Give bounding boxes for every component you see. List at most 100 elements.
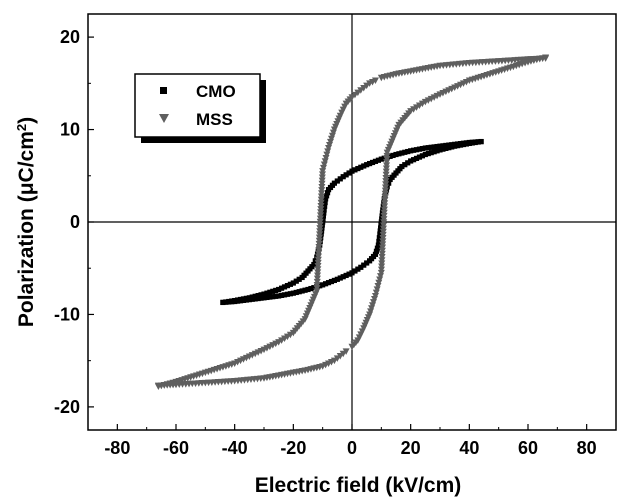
data-point-cmo xyxy=(431,149,437,155)
data-point-cmo xyxy=(369,159,376,166)
data-point-mss xyxy=(313,285,321,292)
data-point-mss xyxy=(421,98,429,106)
data-point-mss xyxy=(318,177,326,185)
data-point-cmo xyxy=(405,148,411,155)
data-point-cmo xyxy=(376,235,382,241)
data-point-mss xyxy=(316,218,324,226)
data-point-cmo xyxy=(223,299,229,305)
data-point-mss xyxy=(313,275,321,283)
data-point-mss xyxy=(315,237,323,245)
data-point-mss xyxy=(410,106,418,113)
data-point-cmo xyxy=(296,276,302,282)
x-tick-label: -40 xyxy=(222,438,248,458)
data-point-mss xyxy=(324,148,332,155)
legend-label-mss: MSS xyxy=(196,110,233,129)
data-point-cmo xyxy=(379,216,385,222)
data-point-cmo xyxy=(346,170,352,176)
data-point-cmo xyxy=(373,248,380,254)
data-point-cmo xyxy=(279,285,285,291)
data-point-cmo xyxy=(220,299,226,306)
data-point-mss xyxy=(374,283,382,290)
data-point-cmo xyxy=(440,146,446,152)
data-point-mss xyxy=(314,263,322,270)
data-point-cmo xyxy=(270,294,276,300)
data-point-mss xyxy=(317,199,325,207)
data-point-cmo xyxy=(358,164,364,170)
data-point-mss xyxy=(316,225,324,232)
data-point-cmo xyxy=(376,238,382,245)
data-point-cmo xyxy=(419,145,425,152)
data-point-cmo xyxy=(378,222,384,228)
data-point-mss xyxy=(318,180,326,188)
data-point-mss xyxy=(321,158,329,165)
data-point-mss xyxy=(376,273,384,280)
data-point-mss xyxy=(319,168,327,175)
data-point-mss xyxy=(317,206,325,213)
x-tick-label: 80 xyxy=(577,438,597,458)
data-point-cmo xyxy=(252,296,258,302)
data-point-cmo xyxy=(290,290,296,296)
data-point-cmo xyxy=(258,292,264,298)
y-axis-title-main: Polarization ( xyxy=(15,195,38,327)
data-point-cmo xyxy=(475,139,481,145)
x-tick-label: 40 xyxy=(459,438,479,458)
data-point-mss xyxy=(317,212,325,219)
data-point-cmo xyxy=(273,293,279,299)
data-point-cmo xyxy=(393,151,399,158)
data-point-cmo xyxy=(249,296,255,302)
data-point-mss xyxy=(372,289,380,297)
data-point-cmo xyxy=(287,291,293,297)
data-point-cmo xyxy=(390,152,396,159)
data-point-cmo xyxy=(255,295,261,302)
data-point-mss xyxy=(318,190,326,197)
legend-marker-mss xyxy=(159,114,169,123)
data-point-cmo xyxy=(364,162,370,168)
data-point-mss xyxy=(318,183,326,191)
data-point-cmo xyxy=(469,140,475,146)
data-point-mss xyxy=(314,269,322,276)
data-point-cmo xyxy=(325,280,332,286)
data-point-cmo xyxy=(463,141,469,147)
data-point-cmo xyxy=(273,287,279,294)
data-point-cmo xyxy=(372,158,379,164)
data-point-cmo xyxy=(264,290,270,296)
axis-ticks: -80 -60 -40 -20 0 20 40 60 80 -20 -10 0 10 20 xyxy=(54,27,597,458)
data-point-cmo xyxy=(308,285,314,292)
y-axis-title-unit: μC/cm xyxy=(15,131,38,195)
data-point-cmo xyxy=(416,146,423,152)
data-point-cmo xyxy=(399,150,405,156)
data-point-cmo xyxy=(299,288,305,294)
data-point-cmo xyxy=(337,275,343,281)
data-point-cmo xyxy=(452,143,458,149)
legend: CMO MSS xyxy=(134,73,266,143)
legend-label-cmo: CMO xyxy=(196,82,236,101)
x-tick-label: 60 xyxy=(518,438,538,458)
x-tick-label: -20 xyxy=(280,438,306,458)
data-point-cmo xyxy=(229,299,235,305)
y-axis-title-close: ) xyxy=(15,117,38,124)
data-point-cmo xyxy=(343,172,349,178)
data-point-cmo xyxy=(258,295,264,301)
zero-lines xyxy=(88,14,616,430)
y-tick-label: -10 xyxy=(54,304,80,324)
data-point-cmo xyxy=(243,297,249,303)
data-point-cmo xyxy=(334,178,340,184)
data-point-cmo xyxy=(358,264,364,270)
data-point-cmo xyxy=(328,278,335,285)
data-point-cmo xyxy=(377,231,383,237)
data-point-cmo xyxy=(457,142,464,148)
data-point-mss xyxy=(316,231,324,238)
x-tick-label: -60 xyxy=(163,438,189,458)
data-point-mss xyxy=(377,269,385,277)
y-tick-label: 20 xyxy=(60,27,80,47)
data-point-cmo xyxy=(387,176,393,183)
data-point-mss xyxy=(317,202,325,210)
data-point-cmo xyxy=(413,155,420,161)
data-point-mss xyxy=(315,247,323,254)
data-point-cmo xyxy=(323,193,330,199)
data-point-mss xyxy=(315,234,323,242)
data-point-cmo xyxy=(352,268,358,274)
series-mss xyxy=(154,54,550,391)
data-point-cmo xyxy=(319,222,325,228)
